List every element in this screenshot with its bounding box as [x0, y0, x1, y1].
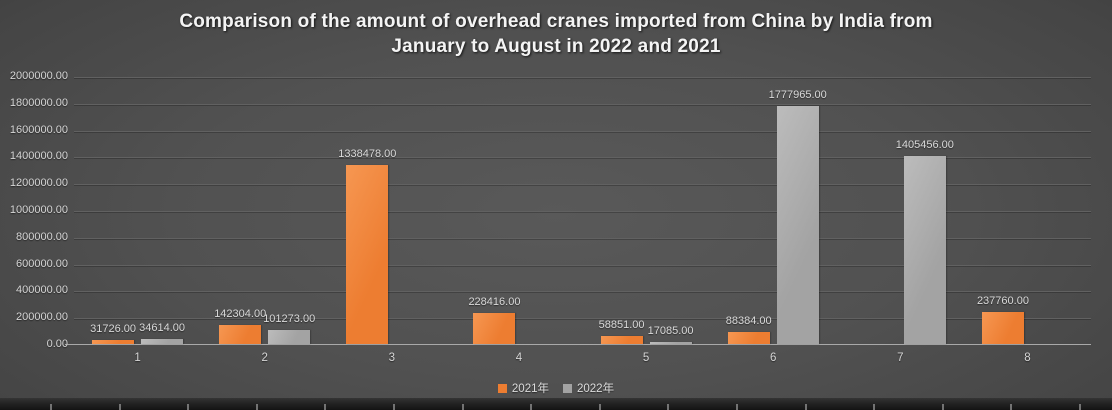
value-label-2021年-4: 228416.00	[468, 296, 521, 309]
y-axis-tick-label: 1600000.00	[9, 123, 68, 136]
bar-2022年-6	[776, 105, 819, 344]
value-label-2021年-6: 88384.00	[725, 315, 772, 328]
value-label-2021年-8: 237760.00	[976, 295, 1029, 308]
y-axis-tick-label: 800000.00	[16, 230, 68, 243]
value-label-2022年-7: 1405456.00	[895, 138, 954, 151]
x-axis-category-label: 8	[1024, 352, 1031, 364]
bar-2022年-1	[141, 339, 184, 344]
value-label-2021年-1: 31726.00	[90, 322, 136, 335]
gridline	[74, 130, 1091, 132]
y-axis-tick-label: 400000.00	[16, 284, 68, 297]
x-axis-category-label: 3	[388, 352, 396, 364]
y-axis-tick-label: 2000000.00	[9, 70, 68, 82]
bottom-tick-mark	[1079, 404, 1081, 410]
y-axis-tick-label: 1400000.00	[9, 150, 68, 163]
bottom-tick-mark	[667, 404, 670, 410]
bottom-tick-mark	[736, 404, 738, 410]
legend-item-2022: 2022年	[563, 380, 614, 396]
x-axis-category-label: 4	[515, 352, 523, 364]
y-axis-tick-label: 1000000.00	[9, 204, 68, 216]
y-axis-tick-label: 0.00	[46, 338, 68, 350]
gridline	[74, 77, 1091, 78]
legend-label-2021: 2021年	[511, 383, 549, 395]
bottom-tick-mark	[941, 404, 944, 410]
bottom-tick-mark	[324, 404, 327, 410]
y-axis-tick-label: 200000.00	[16, 311, 68, 324]
bottom-tick-mark	[118, 404, 121, 410]
bar-2021年-2	[219, 324, 262, 344]
gridline	[74, 264, 1091, 266]
value-label-2021年-3: 1338478.00	[338, 147, 397, 160]
gridline	[74, 291, 1091, 293]
bottom-tick-mark	[255, 404, 258, 410]
bar-2022年-5	[649, 341, 692, 344]
bar-2021年-4	[473, 313, 516, 344]
bar-2022年-7	[903, 155, 946, 344]
x-axis-line	[65, 344, 1091, 345]
y-axis-tick-label: 600000.00	[16, 257, 68, 270]
legend-swatch-2022-icon	[563, 383, 572, 393]
value-label-2022年-5: 17085.00	[647, 324, 694, 337]
bar-2021年-3	[346, 164, 389, 344]
chart-title-line1: Comparison of the amount of overhead cra…	[179, 11, 933, 32]
bottom-tick-mark	[598, 404, 601, 410]
x-axis-category-label: 1	[134, 352, 141, 364]
value-label-2021年-5: 58851.00	[598, 319, 645, 332]
legend-label-2022: 2022年	[577, 383, 615, 395]
gridline	[74, 237, 1091, 239]
x-axis-category-label: 7	[897, 352, 904, 364]
plot-area: 1 31726.00 34614.00 2 142304.00 101273.00 3 133…	[65, 77, 1091, 364]
gridline	[74, 211, 1091, 212]
value-label-2022年-6: 1777965.00	[768, 88, 827, 101]
bottom-tick-mark	[530, 404, 533, 410]
bottom-tick-mark	[393, 404, 395, 410]
bottom-tick-mark	[804, 404, 807, 410]
bar-2021年-5	[600, 336, 643, 344]
value-label-2022年-1: 34614.00	[139, 322, 185, 335]
bar-2021年-1	[92, 339, 135, 344]
gridline	[74, 184, 1091, 186]
bottom-tick-mark	[1010, 404, 1013, 410]
legend-swatch-2021-icon	[497, 383, 507, 393]
x-axis-category-label: 6	[769, 352, 777, 364]
y-axis-tick-label: 1800000.00	[9, 96, 68, 109]
gridline	[74, 318, 1091, 320]
bottom-tick-mark	[873, 404, 876, 410]
value-label-2021年-2: 142304.00	[214, 307, 267, 320]
bottom-tick-mark	[50, 404, 52, 410]
bar-2021年-6	[727, 332, 770, 344]
legend: 2021年 2022年	[0, 380, 1112, 396]
y-axis-tick-label: 1200000.00	[9, 177, 68, 190]
gridline	[74, 103, 1091, 105]
bar-2022年-2	[268, 330, 311, 344]
chart-title: Comparison of the amount of overhead cra…	[0, 9, 1112, 59]
bottom-tick-mark	[461, 404, 464, 410]
chart-title-line2: January to August in 2022 and 2021	[391, 36, 721, 57]
bottom-edge-strip	[0, 398, 1112, 410]
bottom-tick-mark	[187, 404, 190, 410]
legend-item-2021: 2021年	[497, 380, 549, 396]
value-label-2022年-2: 101273.00	[263, 313, 316, 326]
bar-2021年-8	[981, 312, 1024, 344]
x-axis-category-label: 5	[642, 352, 650, 364]
gridline	[74, 157, 1091, 159]
x-axis-category-label: 2	[261, 352, 268, 364]
